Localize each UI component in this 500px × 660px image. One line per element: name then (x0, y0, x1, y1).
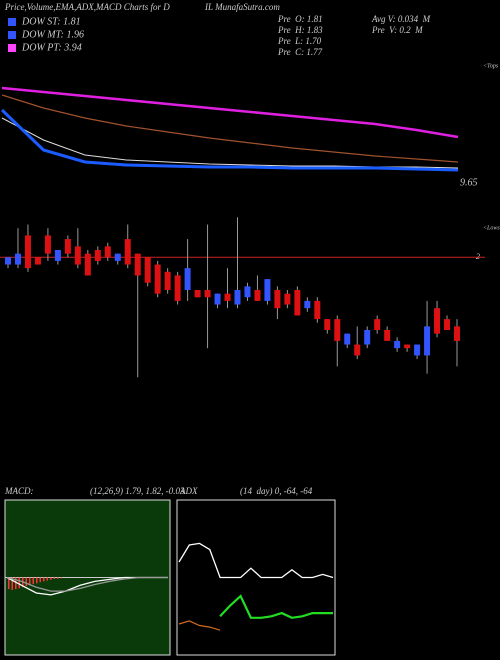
candle-body (364, 330, 371, 345)
histogram-bar (53, 577, 55, 580)
candle-body (174, 275, 181, 301)
candle-body (14, 253, 21, 265)
series-line (6, 576, 168, 592)
candle-body (384, 330, 391, 341)
histogram-bar (50, 577, 52, 580)
y-tick-label: 9.65 (460, 177, 478, 188)
candle-body (304, 300, 311, 309)
series-line (0, 108, 459, 172)
candle-body (254, 290, 261, 301)
y-tick-label: 2 (476, 252, 480, 261)
legend-swatch (8, 44, 16, 52)
histogram-bar (60, 577, 62, 579)
stat: Avg V: 0.034 M (371, 14, 431, 24)
histogram-bar (11, 577, 13, 590)
candle-body (194, 290, 201, 298)
candle-body (394, 340, 401, 349)
candle-body (414, 344, 421, 356)
series-line (1, 94, 459, 163)
candle-body (154, 264, 161, 294)
candle-body (124, 239, 131, 265)
candle-body (324, 319, 331, 330)
candle-body (104, 246, 111, 258)
candle-body (434, 308, 441, 334)
series-line (1, 86, 459, 139)
histogram-bar (32, 577, 34, 585)
candle-body (24, 235, 31, 269)
histogram-bar (15, 577, 17, 590)
candle-body (214, 293, 221, 305)
histogram-bar (8, 577, 10, 590)
candle-body (454, 326, 460, 341)
stat: Pre O: 1.81 (277, 14, 323, 24)
histogram-bar (36, 577, 38, 584)
candle-body (424, 326, 431, 356)
candle-body (184, 268, 191, 290)
candle-body (84, 253, 91, 276)
legend-swatch (8, 18, 16, 26)
stat: Pre L: 1.70 (277, 36, 322, 46)
legend-swatch (8, 31, 16, 39)
stat: Pre C: 1.77 (277, 47, 323, 57)
legend-label: DOW ST: 1.81 (21, 16, 81, 27)
legend-label: DOW MT: 1.96 (21, 29, 84, 40)
candle-body (274, 290, 281, 309)
histogram-bar (18, 577, 20, 589)
candle-body (204, 290, 211, 298)
panel-subtitle: (14 day) 0, -64, -64 (240, 486, 313, 496)
candle-body (114, 253, 121, 261)
histogram-bar (25, 577, 27, 587)
site-name: IL MunafaSutra.com (204, 2, 280, 12)
candle-body (314, 300, 321, 320)
annotation: <Lows (483, 225, 500, 231)
candle-body (44, 235, 51, 254)
histogram-bar (39, 577, 41, 583)
panel-subtitle: (12,26,9) 1.79, 1.82, -0.03 (90, 486, 185, 496)
candle-body (354, 344, 361, 356)
candle-body (224, 293, 231, 301)
candle-body (164, 271, 171, 290)
histogram-bar (29, 577, 31, 586)
candle-body (144, 257, 151, 283)
candle-body (344, 333, 351, 345)
panel-title: MACD: (4, 486, 34, 496)
candle-body (94, 250, 101, 261)
histogram-bar (43, 577, 45, 582)
candle-body (54, 250, 61, 261)
legend-label: DOW PT: 3.94 (21, 42, 82, 53)
stat: Pre V: 0.2 M (371, 25, 423, 35)
histogram-bar (46, 577, 48, 581)
candle-body (374, 319, 381, 330)
candle-body (294, 290, 301, 316)
histogram-bar (57, 577, 59, 579)
candle-body (334, 319, 341, 341)
candle-body (244, 286, 251, 298)
candle-body (64, 239, 71, 254)
stat: Pre H: 1.83 (277, 25, 323, 35)
candle-body (34, 257, 41, 265)
series-line (219, 594, 333, 619)
series-line (178, 542, 334, 579)
candle-body (5, 257, 11, 265)
candle-body (264, 279, 271, 301)
candle-body (404, 344, 411, 349)
chart-title: Price,Volume,EMA,ADX,MACD Charts for D (4, 2, 170, 12)
candle-body (74, 246, 81, 265)
candle-body (444, 319, 451, 330)
series-line (178, 620, 221, 631)
candle-body (134, 253, 141, 276)
candle-body (284, 293, 291, 305)
annotation: <Tops (483, 63, 499, 69)
panel-title: ADX (179, 486, 198, 496)
candle-body (234, 290, 241, 305)
